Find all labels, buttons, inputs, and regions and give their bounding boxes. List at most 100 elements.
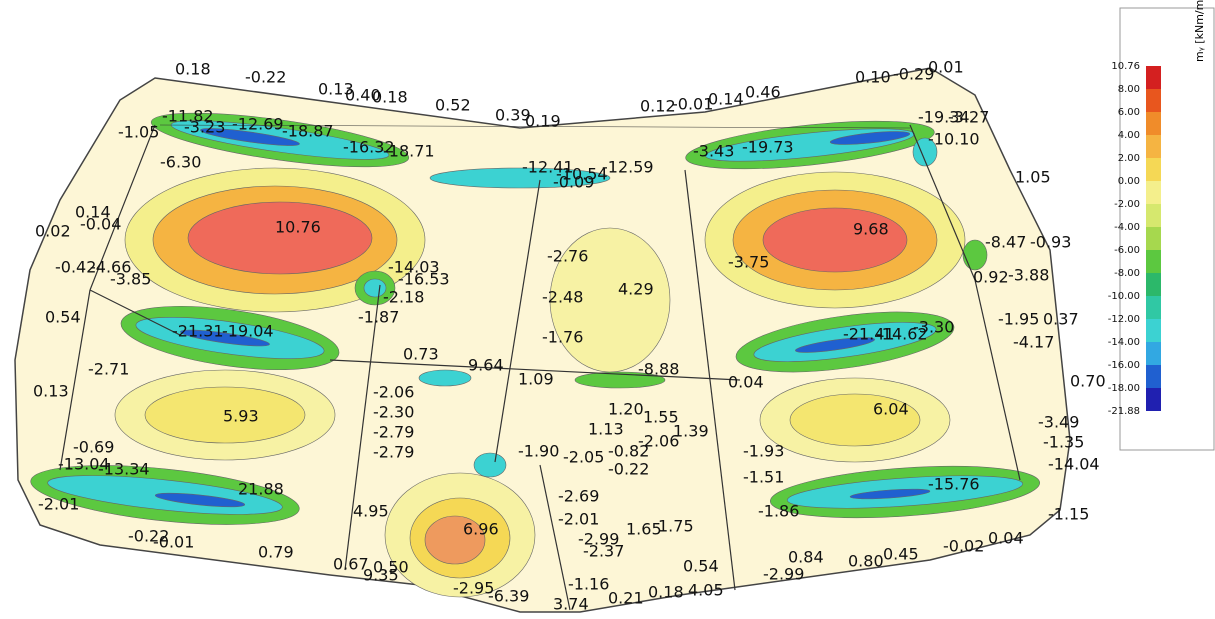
value-label: -0.22 [245,68,286,87]
value-label: 0.10 [855,68,891,87]
value-label: -1.76 [542,328,583,347]
value-label: -0.82 [608,442,649,461]
value-label: 4.95 [353,502,389,521]
value-label: -8.88 [638,360,679,379]
zone [962,239,988,271]
value-label: 0.12 [640,97,676,116]
value-label: 0.79 [258,543,294,562]
value-label: 10.76 [275,218,321,237]
legend-level: -10.00 [1108,291,1140,302]
value-label: -0.04 [80,215,121,234]
value-label: -14.62 [876,325,928,344]
value-label: -3.85 [110,270,151,289]
value-label: 4.29 [618,280,654,299]
value-label: -12.41 [522,158,574,177]
legend-level: -8.00 [1114,268,1140,279]
zone [418,369,472,387]
value-label: 0.80 [848,552,884,571]
legend-swatch [1146,250,1161,273]
value-label: -14.03 [388,258,440,277]
legend-level: -2.00 [1114,199,1140,210]
value-label: -12.59 [602,158,654,177]
plate [14,67,1071,613]
legend-swatch [1146,388,1161,411]
value-label: 0.21 [608,589,644,608]
legend-level: -14.00 [1108,337,1140,348]
value-label: 0.04 [988,529,1024,548]
value-label: 0.45 [883,545,919,564]
value-label: 0.67 [333,555,369,574]
contour-zones [30,112,1040,598]
value-label: -3.49 [1038,413,1079,432]
legend-swatch [1146,273,1161,296]
value-label: -2.30 [373,403,414,422]
value-label: -3.23 [184,118,225,137]
beam [344,284,381,571]
value-label: -2.05 [563,448,604,467]
value-label: 9.35 [363,566,399,585]
legend-title: mᵧ [kNm/m] [1193,0,1206,62]
value-label: -0.01 [153,533,194,552]
value-label: -2.06 [638,432,679,451]
value-label: -19.04 [222,322,274,341]
zone [144,386,306,444]
value-label: -2.71 [88,360,129,379]
zone [473,452,507,478]
value-labels: 0.18 -0.220.130.400.18 0.520.390.190.12-0.… [33,58,1106,614]
value-label: -1.95 [998,310,1039,329]
value-label: 6.04 [873,400,909,419]
legend-level: 0.00 [1118,176,1140,187]
legend-level: -12.00 [1108,314,1140,325]
legend-level: 8.00 [1118,84,1140,95]
value-label: 6.96 [463,520,499,539]
value-label: -1.16 [568,575,609,594]
value-label: -3.30 [913,318,954,337]
legend-swatch [1146,135,1161,158]
zone [429,167,611,189]
value-label: -0.02 [943,537,984,556]
value-label: -4.66 [90,258,131,277]
value-label: -18.87 [282,122,334,141]
value-label: 0.19 [525,112,561,131]
zone [363,278,387,298]
legend-swatch [1146,181,1161,204]
value-label: -0.69 [73,438,114,457]
beam [539,464,571,611]
zone [829,131,911,145]
value-label: 4.05 [688,581,724,600]
value-label: -0.29 [893,65,934,84]
legend-swatch [1146,204,1161,227]
zone [187,201,373,275]
value-label: 1.13 [588,420,624,439]
value-label: -3.75 [728,253,769,272]
value-label: 9.64 [468,356,504,375]
value-label: -6.30 [160,153,201,172]
value-label: 0.54 [683,557,719,576]
value-label: -2.37 [583,542,624,561]
value-label: 0.13 [318,80,354,99]
value-label: -2.48 [542,288,583,307]
beam [684,169,736,591]
value-label: -2.99 [763,565,804,584]
beam [909,124,976,281]
value-label: 0.73 [403,345,439,364]
zone [180,329,270,347]
value-label: 9.68 [853,220,889,239]
value-label: 21.88 [238,480,284,499]
value-label: 1.75 [658,517,694,536]
legend-level: -16.00 [1108,360,1140,371]
value-label: -0.09 [553,173,594,192]
legend: mᵧ [kNm/m] 10.76 8.00 6.00 4.00 2.00 0.00 -2.0… [1108,0,1215,451]
value-label: -6.39 [488,587,529,606]
value-label: -16.53 [398,270,450,289]
value-label: 0.37 [1043,310,1079,329]
value-label: -12.69 [232,115,284,134]
value-label: 1.55 [643,408,679,427]
value-label: 1.09 [518,370,554,389]
zone [574,371,666,389]
legend-box [1119,7,1215,451]
zone [762,207,908,273]
value-label: 0.14 [75,203,111,222]
value-label: -16.32 [343,138,395,157]
